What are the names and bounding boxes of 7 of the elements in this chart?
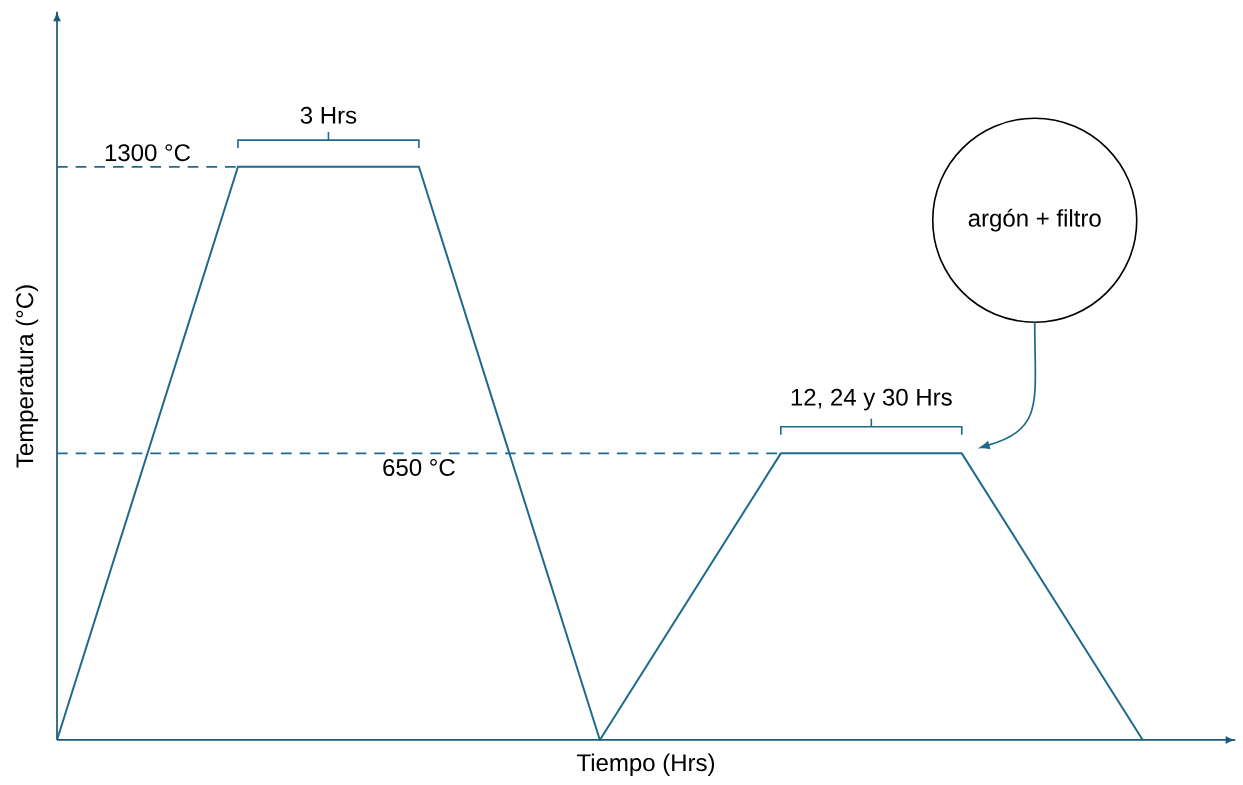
y-axis-title: Temperatura (°C) <box>15 285 39 468</box>
annotation: argón + filtro <box>968 208 1101 232</box>
ref-line-label: 650 °C <box>383 458 455 476</box>
x-axis-title: Tiempo (Hrs) <box>576 753 715 776</box>
text: 3 Hrs <box>300 106 357 124</box>
ref-line-label: 1300 °C <box>105 144 191 162</box>
annotation: 12, 24 y 30 Hrs <box>791 388 952 411</box>
